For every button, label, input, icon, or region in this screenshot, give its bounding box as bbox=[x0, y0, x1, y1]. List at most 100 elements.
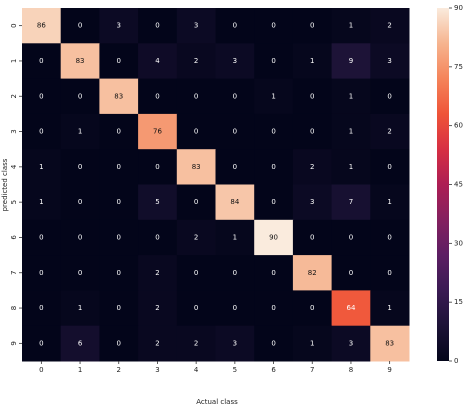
heatmap-cell bbox=[138, 113, 178, 150]
cell-value-label: 0 bbox=[39, 57, 43, 65]
cell-value-label: 0 bbox=[39, 92, 43, 100]
cell-value-label: 1 bbox=[387, 304, 391, 312]
y-tick-label: 9 bbox=[10, 341, 18, 345]
heatmap-cell bbox=[254, 290, 294, 327]
cell-value-label: 0 bbox=[349, 233, 353, 241]
heatmap-cell bbox=[138, 255, 178, 291]
cell-value-label: 2 bbox=[155, 339, 159, 347]
cell-value-label: 0 bbox=[78, 92, 82, 100]
heatmap-cell bbox=[331, 8, 371, 44]
heatmap-cell bbox=[254, 219, 294, 256]
heatmap-cell bbox=[138, 184, 178, 221]
heatmap-cell bbox=[60, 43, 100, 80]
cell-value-label: 2 bbox=[155, 269, 159, 277]
heatmap-cell bbox=[215, 290, 255, 327]
heatmap-cell bbox=[254, 113, 294, 150]
heatmap-cell bbox=[60, 290, 100, 327]
y-tick-label: 1 bbox=[10, 59, 18, 63]
heatmap-cell bbox=[370, 184, 410, 221]
cell-value-label: 3 bbox=[233, 339, 237, 347]
heatmap-cell bbox=[292, 8, 333, 44]
y-tick-label: 3 bbox=[10, 129, 18, 133]
cell-value-label: 3 bbox=[233, 57, 237, 65]
heatmap-cell bbox=[215, 113, 255, 150]
heatmap-cell bbox=[215, 184, 255, 221]
cell-value-label: 0 bbox=[271, 163, 275, 171]
y-tick-label: 5 bbox=[10, 200, 18, 204]
cell-value-label: 2 bbox=[155, 304, 159, 312]
heatmap-cell bbox=[22, 325, 62, 362]
cell-value-label: 1 bbox=[78, 304, 82, 312]
heatmap-cell bbox=[60, 78, 100, 115]
cell-value-label: 0 bbox=[78, 233, 82, 241]
heatmap-cell bbox=[292, 219, 333, 256]
cell-value-label: 0 bbox=[117, 57, 121, 65]
heatmap-cell bbox=[60, 325, 100, 362]
cell-value-label: 3 bbox=[349, 339, 353, 347]
heatmap-cell bbox=[292, 78, 333, 115]
heatmap-cell bbox=[138, 290, 178, 327]
cell-value-label: 64 bbox=[346, 304, 355, 312]
y-tick-label: 8 bbox=[10, 306, 18, 310]
cell-value-label: 0 bbox=[117, 198, 121, 206]
cell-value-label: 1 bbox=[349, 22, 353, 30]
cell-value-label: 0 bbox=[117, 269, 121, 277]
heatmap-cell bbox=[60, 8, 100, 44]
cell-value-label: 0 bbox=[39, 304, 43, 312]
cell-value-label: 83 bbox=[114, 92, 123, 100]
heatmap-cell bbox=[99, 290, 139, 327]
cell-value-label: 0 bbox=[194, 269, 198, 277]
heatmap-grid bbox=[22, 8, 410, 362]
heatmap-cell bbox=[99, 8, 139, 44]
x-tick-label: 5 bbox=[233, 366, 237, 374]
y-axis-label: predicted class bbox=[1, 158, 9, 211]
x-tick-label: 1 bbox=[78, 366, 82, 374]
heatmap-cell bbox=[331, 325, 371, 362]
heatmap-cell bbox=[331, 255, 371, 291]
heatmap-cell bbox=[138, 219, 178, 256]
heatmap-cell bbox=[22, 290, 62, 327]
heatmap-cell bbox=[22, 255, 62, 291]
heatmap-cell bbox=[60, 219, 100, 256]
heatmap-cell bbox=[176, 8, 216, 44]
heatmap-cell bbox=[138, 325, 178, 362]
cell-value-label: 84 bbox=[230, 198, 239, 206]
cell-value-label: 1 bbox=[387, 198, 391, 206]
heatmap-cell bbox=[370, 290, 410, 327]
cell-value-label: 0 bbox=[78, 163, 82, 171]
heatmap-cell bbox=[254, 78, 294, 115]
cell-value-label: 0 bbox=[155, 233, 159, 241]
colorbar-tick-label: 15 bbox=[454, 298, 463, 306]
cell-value-label: 0 bbox=[349, 269, 353, 277]
cell-value-label: 0 bbox=[39, 128, 43, 136]
heatmap-cell bbox=[176, 219, 216, 256]
cell-value-label: 0 bbox=[310, 233, 314, 241]
cell-value-label: 0 bbox=[117, 339, 121, 347]
heatmap-cell bbox=[176, 113, 216, 150]
cell-value-label: 0 bbox=[78, 269, 82, 277]
cell-value-label: 3 bbox=[310, 198, 314, 206]
heatmap-cell bbox=[138, 78, 178, 115]
x-tick-label: 4 bbox=[194, 366, 199, 374]
cell-value-label: 0 bbox=[39, 233, 43, 241]
heatmap-cell bbox=[331, 290, 371, 327]
heatmap-cell bbox=[370, 325, 410, 362]
colorbar-ticks: 0 15 30 45 60 75 90 bbox=[449, 4, 463, 365]
cell-value-label: 1 bbox=[233, 233, 237, 241]
cell-value-label: 83 bbox=[192, 163, 201, 171]
heatmap-cell bbox=[370, 78, 410, 115]
x-tick-label: 2 bbox=[117, 366, 121, 374]
cell-value-label: 0 bbox=[194, 92, 198, 100]
cell-value-label: 0 bbox=[271, 269, 275, 277]
heatmap-cell bbox=[370, 219, 410, 256]
cell-value-label: 0 bbox=[117, 233, 121, 241]
heatmap-cell bbox=[176, 149, 216, 185]
cell-value-label: 0 bbox=[155, 22, 159, 30]
heatmap-cell bbox=[370, 113, 410, 150]
heatmap-cell bbox=[60, 149, 100, 185]
heatmap-cell bbox=[331, 113, 371, 150]
heatmap-cell bbox=[138, 149, 178, 185]
heatmap-cell bbox=[99, 255, 139, 291]
cell-value-label: 3 bbox=[117, 22, 121, 30]
